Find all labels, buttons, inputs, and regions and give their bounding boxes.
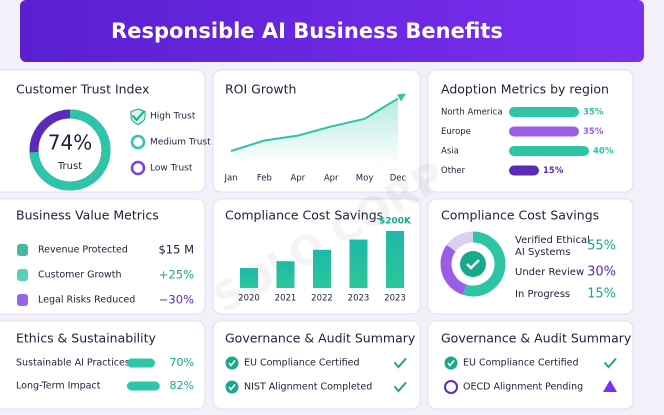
check-icon (228, 384, 236, 391)
item-label: NIST Alignment Completed (244, 382, 372, 393)
metric-label: Customer Growth (38, 270, 122, 281)
bar (509, 107, 579, 117)
donut-arc (29, 109, 111, 191)
card (427, 320, 634, 410)
bar (509, 146, 589, 156)
donut-segment (462, 231, 506, 297)
legend-label: Medium Trust (150, 138, 211, 148)
metric-icon (17, 294, 28, 306)
value-label: 82% (170, 379, 194, 392)
card (0, 198, 206, 315)
metric-icon (17, 269, 28, 281)
card-title: Customer Trust Index (16, 82, 149, 97)
bar (509, 165, 539, 176)
status-label: Under Review (515, 267, 585, 278)
value-label: 40% (593, 147, 614, 157)
legend-label: Low Trust (150, 164, 193, 174)
card-title: Governance & Audit Summary (441, 331, 632, 346)
value-label: 35% (583, 127, 604, 137)
donut-center (460, 251, 486, 277)
x-tick-label: Apr (324, 174, 339, 184)
status-label-text: In Progress (515, 289, 571, 300)
bar (313, 249, 331, 288)
value-label: 70% (170, 356, 194, 369)
status-value: 55% (587, 239, 616, 254)
bar (509, 126, 579, 137)
donut-segment (440, 244, 467, 295)
x-tick-label: Apr (290, 174, 305, 184)
status-label-text: Under Review (515, 267, 585, 278)
check-icon (132, 111, 145, 122)
metric-label: Long-Term Impact (16, 381, 101, 392)
bar (240, 268, 258, 288)
status-value: 15% (587, 287, 616, 302)
x-tick-label: Moy (356, 174, 374, 184)
metric-icon (17, 244, 28, 256)
metric-label: Sustainable AI Practices (16, 358, 130, 369)
metric-label: Legal Risks Reduced (38, 295, 135, 306)
status-value: 30% (587, 265, 616, 280)
status-label: Verified Ethical AI Systems (515, 235, 590, 258)
card-title: Ethics & Sustainability (16, 331, 157, 346)
check-icon (394, 382, 407, 393)
legend-ring (130, 134, 146, 150)
x-tick-label: Dec (390, 174, 407, 184)
bar (349, 239, 368, 288)
category-label: Asia (441, 147, 459, 157)
x-tick-label: Jan (223, 174, 237, 184)
card-title: Compliance Cost Savings (225, 208, 383, 223)
item-label: EU Compliance Certified (244, 358, 360, 369)
check-icon (604, 358, 617, 369)
page-title: Responsible AI Business Benefits (111, 19, 503, 43)
card-title: ROI Growth (225, 82, 296, 97)
bar (127, 381, 160, 391)
check-icon (466, 259, 480, 270)
x-tick-label: 2023 (384, 294, 406, 304)
donut-label: Trust (57, 161, 82, 172)
item-label: OECD Alignment Pending (463, 382, 583, 393)
legend-ring (130, 160, 146, 176)
annotation: $200K (379, 217, 412, 227)
header-bar (20, 0, 644, 62)
bar (276, 261, 295, 288)
check-icon (228, 360, 236, 367)
check-icon (394, 358, 407, 369)
donut-segment (446, 231, 474, 252)
card-title: Business Value Metrics (16, 208, 159, 223)
value-label: 15% (543, 166, 564, 176)
value-label: 35% (583, 108, 604, 118)
x-tick-label: 2021 (275, 294, 297, 304)
x-tick-label: 2022 (311, 294, 333, 304)
x-tick-label: 2023 (348, 294, 370, 304)
x-tick-label: Feb (257, 174, 272, 184)
arrow-head (397, 93, 406, 102)
status-label-text: Verified Ethical AI Systems (515, 235, 590, 258)
warning-icon (603, 380, 617, 392)
check-icon (447, 360, 455, 367)
metric-label: Revenue Protected (38, 245, 128, 256)
bar (386, 231, 404, 288)
card-title: Compliance Cost Savings (441, 208, 599, 223)
card-title: Adoption Metrics by region (441, 82, 609, 97)
metric-value: +25% (159, 268, 194, 282)
legend-label: High Trust (150, 112, 196, 122)
donut-value: 74% (48, 131, 92, 155)
category-label: Other (441, 166, 466, 176)
line (230, 97, 399, 152)
card-title: Governance & Audit Summary (225, 331, 416, 346)
category-label: Europe (441, 127, 471, 137)
status-label: In Progress (515, 289, 571, 300)
metric-value: $15 M (158, 243, 194, 257)
pending-icon (444, 380, 458, 394)
item-label: EU Compliance Certified (463, 358, 579, 369)
bar (127, 358, 155, 368)
x-tick-label: 2020 (238, 294, 260, 304)
metric-value: −30% (159, 293, 194, 307)
category-label: North America (441, 108, 503, 118)
card (212, 320, 421, 410)
